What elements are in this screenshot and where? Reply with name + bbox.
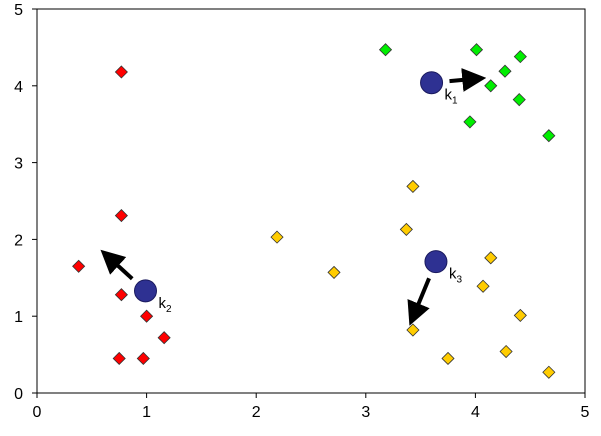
data-point [270, 230, 284, 244]
y-tick-label: 0 [14, 386, 23, 403]
y-tick-label: 3 [14, 156, 23, 173]
data-point [512, 93, 526, 107]
data-point [399, 222, 413, 236]
x-tick-label: 0 [33, 404, 42, 421]
centroid-arrow [407, 277, 431, 326]
centroid-marker [424, 250, 448, 274]
x-tick-label: 4 [471, 404, 480, 421]
x-tick-label: 1 [142, 404, 151, 421]
data-point [542, 129, 556, 143]
centroid-marker [134, 279, 158, 303]
data-point [136, 351, 150, 366]
y-tick-label: 2 [14, 232, 23, 249]
y-tick-label: 5 [14, 2, 23, 19]
centroid-label: k3 [449, 266, 463, 286]
x-tick-label: 3 [361, 404, 370, 421]
x-tick-label: 5 [581, 404, 590, 421]
centroid-label-subscript: 2 [166, 304, 172, 315]
data-point [378, 43, 393, 57]
plot-frame [36, 8, 586, 394]
data-point [157, 331, 171, 345]
data-point [476, 279, 490, 293]
data-point [406, 179, 420, 193]
data-point [112, 351, 126, 366]
data-point [114, 65, 128, 79]
data-point [469, 43, 484, 57]
data-point [542, 365, 556, 379]
data-point [406, 323, 420, 337]
data-point [140, 309, 154, 323]
data-point [513, 308, 527, 322]
centroid-label-subscript: 3 [456, 275, 462, 286]
data-point [463, 115, 477, 129]
y-tick-label: 4 [14, 79, 23, 96]
centroid-arrow [449, 68, 487, 92]
data-point [484, 251, 498, 265]
centroid-marker [420, 71, 444, 95]
data-point [441, 351, 455, 366]
y-tick-label: 1 [14, 309, 23, 326]
centroid-label-subscript: 1 [452, 96, 458, 107]
data-point [513, 50, 527, 64]
data-point [484, 79, 498, 93]
data-point [114, 288, 128, 302]
x-tick-label: 2 [252, 404, 261, 421]
centroid-label: k2 [159, 295, 173, 315]
centroid-label: k1 [445, 87, 459, 107]
data-point [498, 64, 512, 78]
data-point [114, 209, 128, 223]
data-point [327, 265, 341, 279]
data-point [72, 259, 86, 273]
data-point [499, 344, 513, 359]
centroid-arrow [100, 249, 134, 281]
